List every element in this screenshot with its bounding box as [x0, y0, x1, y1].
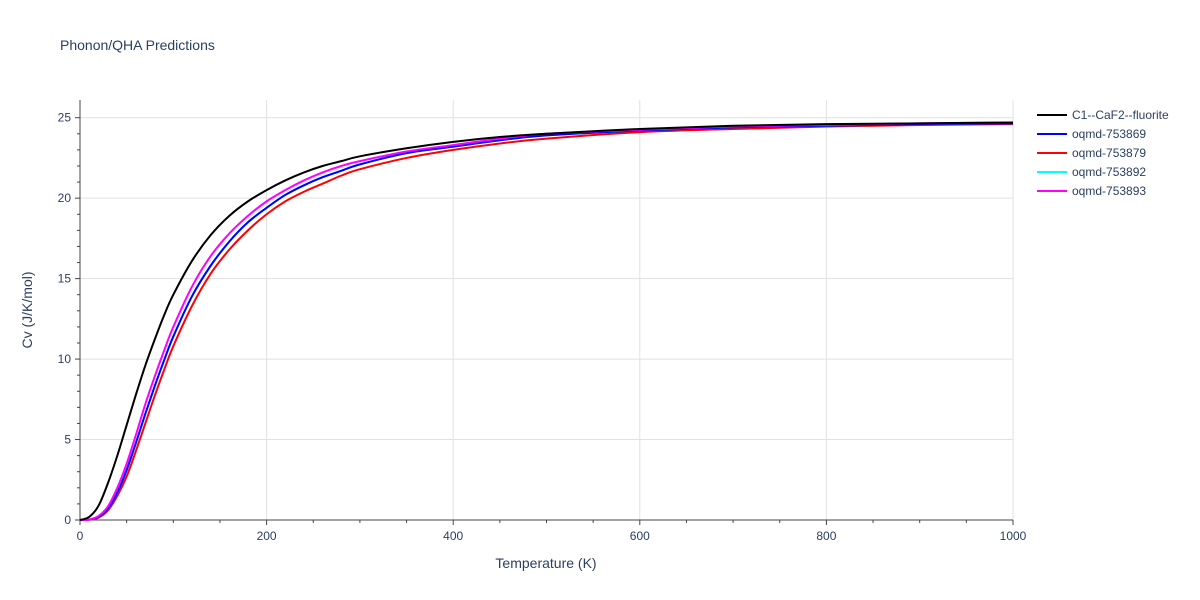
legend[interactable]: C1--CaF2--fluorite oqmd-753869 oqmd-753879…	[1037, 108, 1169, 198]
legend-label: oqmd-753893	[1072, 184, 1146, 198]
y-tick-label: 25	[58, 111, 72, 125]
legend-label: oqmd-753869	[1072, 127, 1146, 141]
y-tick-label: 20	[58, 191, 72, 205]
series-line-oqmd-753879	[79, 123, 1014, 521]
axes	[75, 100, 1014, 525]
tick-labels: 0 200 400 600 800 1000 0 5 10 15 20 25	[58, 111, 1027, 543]
chart-title: Phonon/QHA Predictions	[60, 37, 215, 53]
y-axis-title: Cv (J/K/mol)	[19, 272, 35, 349]
legend-label: C1--CaF2--fluorite	[1072, 108, 1169, 122]
x-tick-label: 1000	[1000, 529, 1027, 543]
x-tick-label: 200	[257, 529, 277, 543]
x-tick-label: 600	[630, 529, 650, 543]
y-tick-label: 0	[64, 513, 71, 527]
legend-item[interactable]: oqmd-753892	[1037, 165, 1146, 179]
legend-label: oqmd-753892	[1072, 165, 1146, 179]
grid-lines	[80, 100, 1014, 520]
x-tick-label: 800	[816, 529, 836, 543]
legend-item[interactable]: oqmd-753879	[1037, 146, 1146, 160]
x-tick-label: 400	[443, 529, 463, 543]
legend-label: oqmd-753879	[1072, 146, 1146, 160]
series-lines	[79, 121, 1014, 522]
y-tick-label: 10	[58, 352, 72, 366]
x-tick-label: 0	[77, 529, 84, 543]
legend-item[interactable]: oqmd-753869	[1037, 127, 1146, 141]
y-tick-label: 5	[64, 433, 71, 447]
legend-item[interactable]: oqmd-753893	[1037, 184, 1146, 198]
series-line-C1--CaF2--fluorite	[79, 121, 1014, 521]
legend-item[interactable]: C1--CaF2--fluorite	[1037, 108, 1169, 122]
x-axis-title: Temperature (K)	[495, 555, 596, 571]
y-tick-label: 15	[58, 272, 72, 286]
